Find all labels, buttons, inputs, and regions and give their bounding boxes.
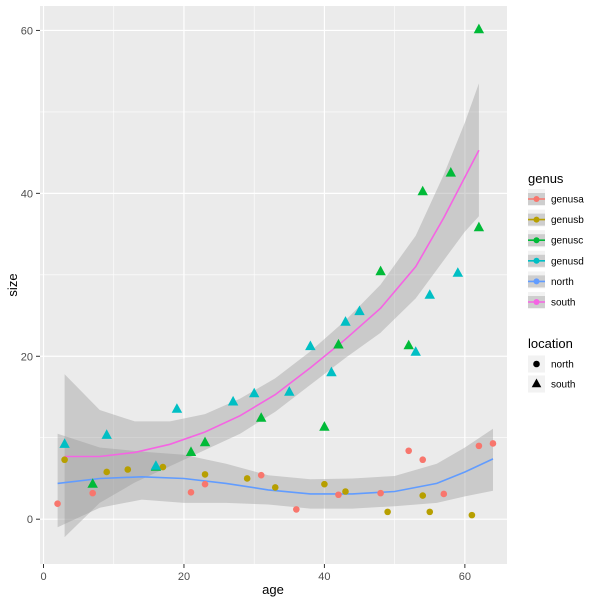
panel-background: [40, 6, 507, 564]
grid-minor: [40, 6, 507, 564]
y-tick-label: 60: [21, 25, 33, 37]
x-axis: 0 20 40 60: [40, 564, 471, 583]
point-genusa: [89, 489, 96, 497]
point-genusd: [340, 316, 351, 326]
point-genusa: [475, 442, 483, 450]
point-genusa: [489, 440, 497, 447]
legend-key-point: [533, 216, 540, 223]
legend-key-circle: [533, 360, 540, 368]
point-genusd: [249, 387, 260, 398]
legend-genus-label: genusa: [551, 195, 584, 206]
point-genusd: [284, 386, 295, 396]
legend-location-label: south: [551, 380, 575, 391]
smooth-lines: [57, 149, 494, 495]
point-genusb: [419, 492, 427, 499]
legend-location-title: location: [528, 336, 573, 351]
point-genusc: [417, 185, 428, 196]
y-tick-label: 40: [21, 188, 33, 200]
point-genusa: [440, 490, 448, 498]
point-genusa: [419, 456, 427, 464]
point-genusb: [159, 463, 167, 471]
point-genusd: [452, 267, 464, 277]
point-genusa: [405, 447, 412, 455]
point-genusa: [201, 480, 209, 488]
x-tick-label: 20: [178, 571, 190, 583]
x-tick-label: 40: [318, 571, 330, 583]
legend-genus: genus genusa genusb genusc genusd north south: [528, 171, 584, 309]
point-genusa: [335, 491, 342, 499]
point-genusd: [410, 346, 421, 356]
point-genusb: [61, 456, 68, 464]
point-genusc: [403, 339, 414, 350]
point-genusa: [187, 489, 195, 496]
point-genusc: [185, 446, 197, 456]
point-genusc: [319, 421, 330, 431]
legend-genus-label: genusc: [551, 236, 583, 247]
point-genusd: [171, 403, 183, 413]
point-genusb: [124, 466, 132, 473]
point-genusc: [199, 436, 211, 447]
y-tick-label: 20: [21, 351, 33, 363]
smooth-line-south: [64, 149, 480, 458]
y-axis-title: size: [5, 273, 20, 296]
legend-key-point: [533, 196, 540, 202]
grid-major: [40, 6, 507, 564]
point-genusb: [342, 488, 349, 495]
confidence-ribbons: [57, 83, 493, 538]
point-genusb: [103, 468, 111, 476]
legend-key-point: [533, 237, 540, 244]
point-genusa: [377, 489, 384, 497]
point-genusd: [227, 395, 239, 406]
legend-key-triangle: [531, 378, 542, 388]
point-genusa: [257, 471, 265, 479]
point-genusc: [445, 167, 456, 177]
point-genusb: [243, 475, 251, 482]
legend-genus-label: north: [551, 277, 574, 288]
point-genusb: [321, 480, 328, 488]
ribbon-north: [57, 428, 493, 528]
point-genusc: [256, 412, 267, 422]
point-genusc: [87, 478, 98, 488]
y-axis: 0 20 40 60: [21, 25, 40, 526]
data-points: [54, 23, 497, 519]
point-genusd: [326, 366, 337, 377]
point-genusa: [54, 500, 61, 508]
x-tick-label: 0: [40, 571, 46, 583]
legend-key-point: [533, 257, 540, 264]
point-genusa: [293, 506, 300, 513]
legend-genus-label: genusb: [551, 215, 584, 226]
legend-location: location north south: [528, 336, 575, 393]
point-genusb: [271, 484, 279, 491]
point-genusb: [426, 508, 434, 516]
legend-key-point: [533, 278, 540, 285]
point-genusb: [201, 471, 209, 478]
point-genusd: [424, 289, 435, 299]
legend-genus-label: genusd: [551, 256, 584, 267]
point-genusc: [333, 338, 344, 349]
point-genusd: [101, 429, 112, 439]
point-genusd: [305, 340, 316, 351]
legend-genus-title: genus: [528, 171, 564, 186]
legend-genus-label: south: [551, 298, 575, 309]
point-genusd: [354, 305, 365, 316]
ribbon-south: [64, 83, 479, 538]
x-tick-label: 60: [459, 571, 471, 583]
legend-key-point: [533, 299, 540, 305]
point-genusb: [468, 511, 476, 519]
point-genusc: [375, 265, 386, 276]
smooth-line-north: [57, 458, 494, 495]
legend-location-label: north: [551, 360, 574, 371]
point-genusc: [473, 221, 485, 232]
point-genusb: [384, 508, 391, 516]
y-tick-label: 0: [27, 514, 33, 526]
point-genusd: [150, 460, 162, 470]
x-axis-title: age: [262, 582, 284, 597]
point-genusc: [473, 23, 485, 34]
point-genusd: [59, 438, 70, 448]
